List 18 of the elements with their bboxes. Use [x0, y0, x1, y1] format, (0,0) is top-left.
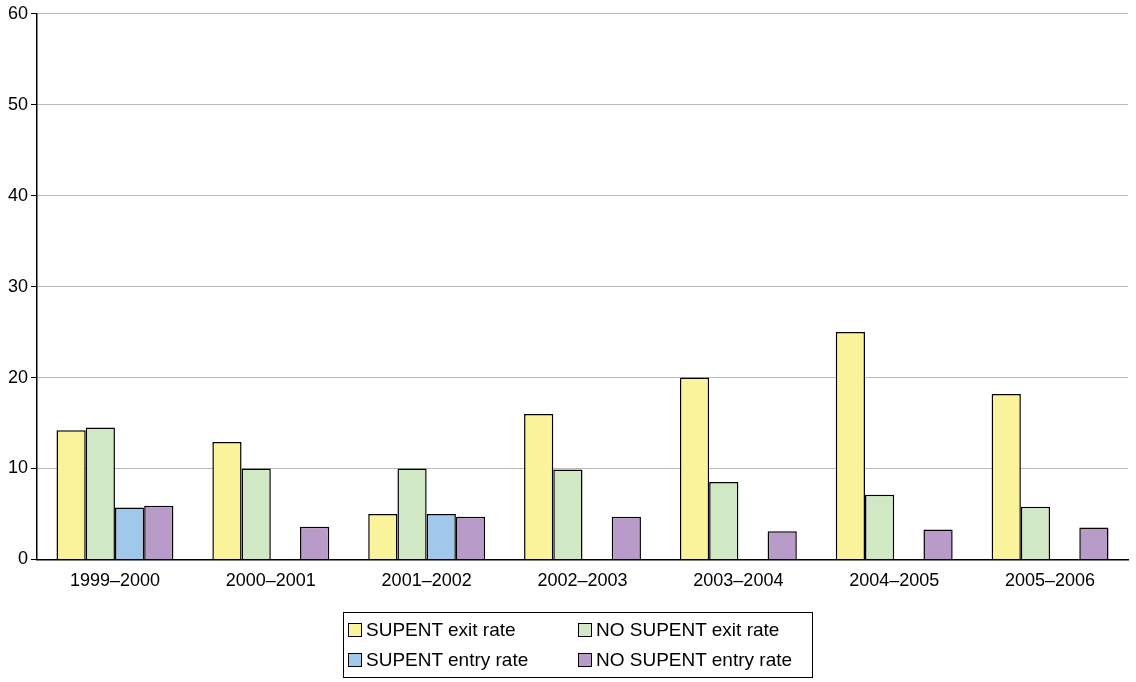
- y-tick-label: 30: [7, 275, 29, 296]
- x-tick-label: 2000–2001: [225, 570, 316, 591]
- y-tick-label: 40: [7, 184, 29, 205]
- legend-label: NO SUPENT exit rate: [595, 618, 781, 642]
- y-tick-label: 20: [7, 366, 29, 387]
- y-tick-label: 60: [7, 2, 29, 23]
- x-tick-label: 2003–2004: [693, 570, 784, 591]
- y-tick-label: 0: [18, 548, 29, 569]
- y-tick-label: 10: [7, 457, 29, 478]
- legend-label: SUPENT entry rate: [365, 648, 530, 672]
- y-tick-label: 50: [7, 93, 29, 114]
- x-tick-label: 2004–2005: [849, 570, 940, 591]
- x-tick-label: 2002–2003: [537, 570, 628, 591]
- x-tick-label: 2001–2002: [381, 570, 472, 591]
- legend-label: NO SUPENT entry rate: [595, 648, 794, 672]
- x-tick-label: 2005–2006: [1005, 570, 1096, 591]
- x-tick-label: 1999–2000: [69, 570, 160, 591]
- legend-label: SUPENT exit rate: [365, 618, 517, 642]
